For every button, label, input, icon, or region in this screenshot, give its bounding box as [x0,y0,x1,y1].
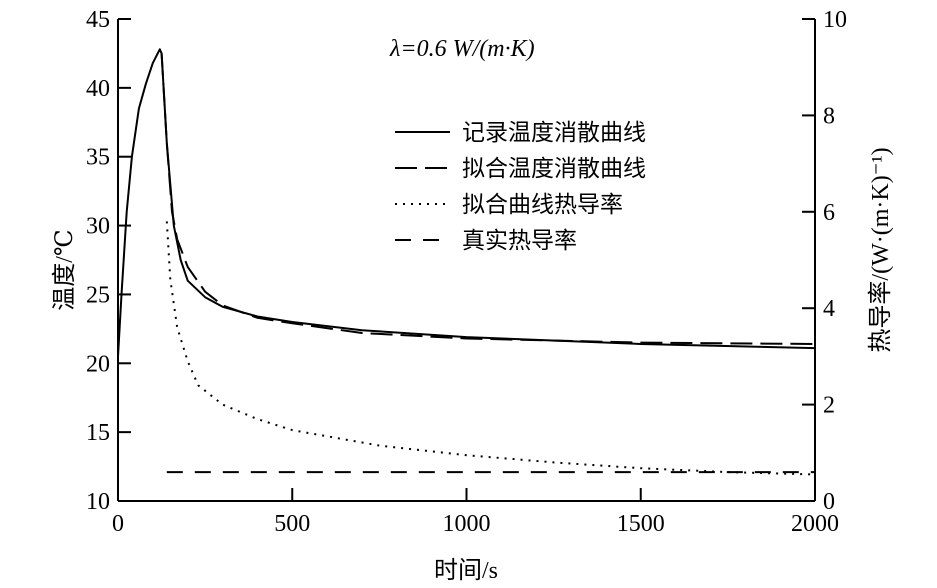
legend-label: 拟合温度消散曲线 [462,156,646,181]
annotation: λ=0.6 W/(m·K) [389,36,535,62]
x-tick-label: 0 [112,511,124,537]
series-line-2 [160,53,816,345]
y-tick-label: 40 [86,76,110,102]
y-axis-label: 温度/℃ [51,229,78,311]
y-tick-label: 15 [86,420,110,446]
x-tick-label: 1500 [617,511,665,537]
y-tick-label: 10 [86,489,110,515]
x-tick-label: 500 [274,511,310,537]
y2-axis-label: 热导率/(W·(m·K)⁻¹) [867,147,894,352]
y2-tick-label: 2 [823,393,835,419]
series-line-1 [117,48,816,357]
series-line-3 [165,221,816,476]
y2-tick-label: 8 [823,103,835,129]
x-tick-label: 1000 [443,511,491,537]
y-tick-label: 45 [86,7,110,33]
legend-label: 记录温度消散曲线 [462,120,646,145]
y2-tick-label: 0 [823,489,835,515]
legend-label: 拟合曲线热导率 [462,192,623,217]
y2-tick-label: 4 [823,296,835,322]
x-tick-label: 2000 [791,511,839,537]
y-tick-label: 30 [86,214,110,240]
y-tick-label: 35 [86,145,110,171]
y2-tick-label: 10 [823,7,847,33]
x-axis-label: 时间/s [434,557,498,584]
y2-tick-label: 6 [823,200,835,226]
y-tick-label: 25 [86,282,110,308]
y-tick-label: 20 [86,351,110,377]
legend-label: 真实热导率 [462,228,577,253]
